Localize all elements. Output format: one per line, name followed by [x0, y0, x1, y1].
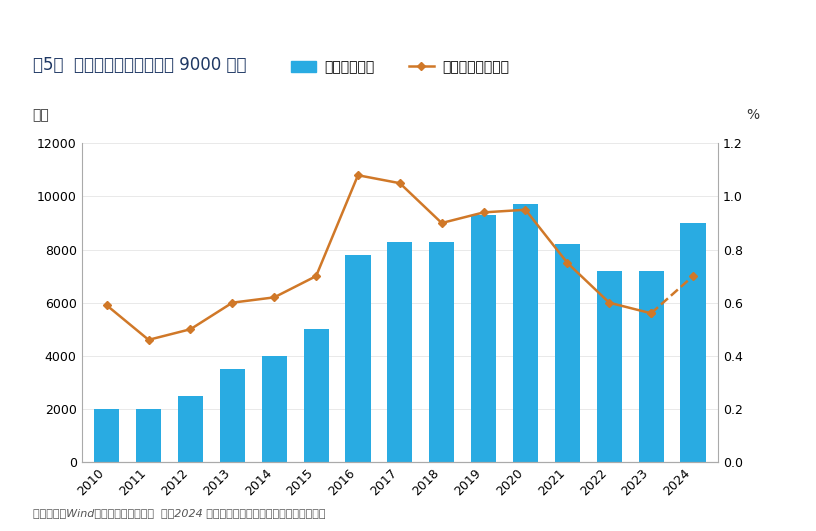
Bar	[262, 356, 286, 462]
Bar	[429, 242, 455, 462]
Bar	[388, 242, 412, 462]
Bar	[513, 204, 538, 462]
Text: 图5：  明年地方赤字可能达到 9000 亿元: 图5： 明年地方赤字可能达到 9000 亿元	[33, 56, 246, 74]
Bar	[178, 396, 203, 462]
Legend: 地方财政赤字, 地方赤字率（右）: 地方财政赤字, 地方赤字率（右）	[285, 55, 515, 80]
Bar	[304, 329, 329, 462]
Bar	[345, 255, 370, 462]
Bar	[471, 215, 496, 462]
Text: %: %	[746, 108, 759, 122]
Bar	[136, 409, 161, 462]
Bar	[596, 271, 622, 462]
Text: 数据来源：Wind，信达证券研发中心  注：2024 年地方财政赤字和地方赤字率均为预测值: 数据来源：Wind，信达证券研发中心 注：2024 年地方财政赤字和地方赤字率均…	[33, 508, 325, 518]
Bar	[220, 369, 245, 462]
Bar	[681, 223, 706, 462]
Bar	[94, 409, 119, 462]
Text: 亿元: 亿元	[33, 108, 50, 122]
Bar	[638, 271, 663, 462]
Bar	[555, 244, 580, 462]
